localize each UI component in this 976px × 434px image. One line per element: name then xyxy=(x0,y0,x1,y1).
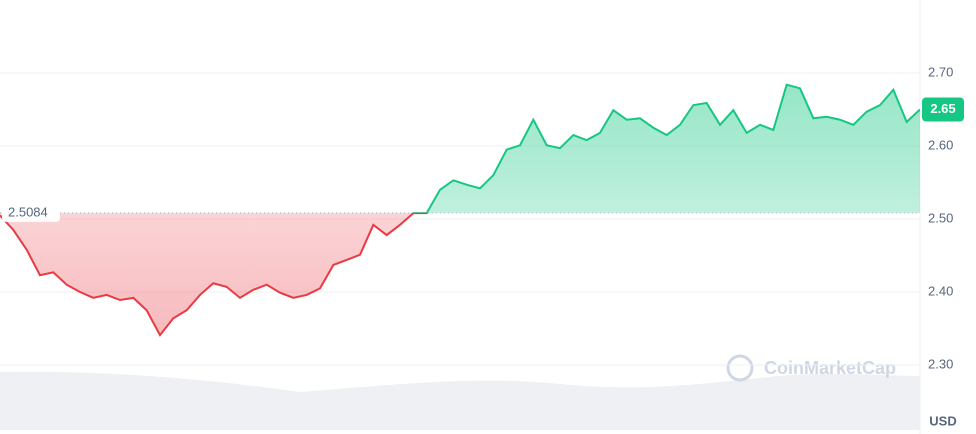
current-price-bg xyxy=(922,97,964,122)
y-tick-label: 2.70 xyxy=(928,64,953,79)
y-tick-label: 2.40 xyxy=(928,283,953,298)
y-tick-label: 2.50 xyxy=(928,210,953,225)
y-tick-label: 2.30 xyxy=(928,356,953,371)
watermark: CoinMarketCap xyxy=(726,354,896,382)
currency-label: USD xyxy=(929,413,956,428)
area-down xyxy=(0,212,920,336)
area-up xyxy=(426,84,920,213)
baseline-label: 2.5084 xyxy=(8,204,48,219)
baseline-label-bg xyxy=(2,201,60,222)
price-line-up xyxy=(412,83,920,213)
volume-area xyxy=(0,371,920,430)
current-price-label: 2.65 xyxy=(930,101,955,116)
watermark-text: CoinMarketCap xyxy=(764,358,896,378)
y-tick-label: 2.60 xyxy=(928,137,953,152)
price-line-down xyxy=(0,212,428,337)
